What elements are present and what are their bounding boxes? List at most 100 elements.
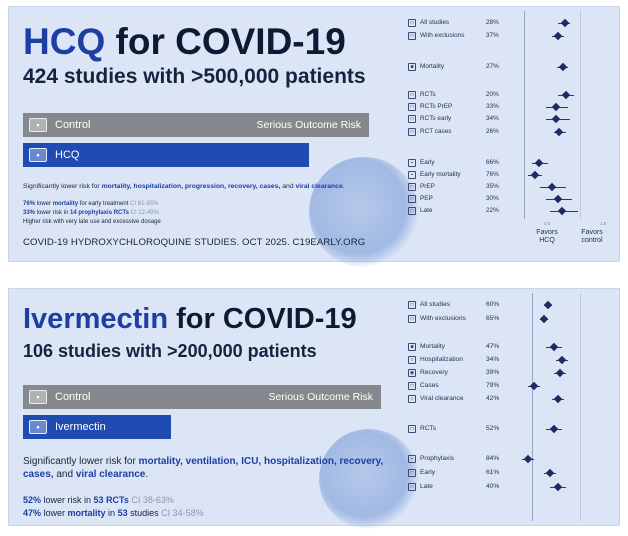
row-icon: ■ [408,343,416,351]
stat-line: 33% lower risk in 14 prophylaxis RCTs CI… [23,210,159,216]
row-percent: 60% [486,301,500,308]
risk-label: Serious Outcome Risk [256,119,361,131]
forest-row: □ Late 40% [408,482,618,493]
drug-label: HCQ [55,149,80,161]
forest-row: ◉ Recovery 39% [408,368,618,379]
effect-point [557,206,567,216]
forest-row: ○ Viral clearance 42% [408,394,618,405]
row-label: Prophylaxis [420,455,455,462]
stat-line: 47% lower mortality in 53 studies CI 34-… [23,508,204,518]
row-label: Early [420,159,435,166]
forest-row: ▪ Early 66% [408,158,618,169]
effect-point [547,182,557,192]
row-icon: □ [408,207,416,215]
row-label: Late [420,207,433,214]
row-percent: 33% [486,103,499,110]
row-percent: 79% [486,382,500,389]
row-icon: □ [408,315,416,323]
axis-tick: 0.5 [544,221,551,226]
row-percent: 28% [486,19,499,26]
row-icon: □ [408,469,416,477]
row-percent: 42% [486,395,500,402]
row-label: RCTs [420,425,437,432]
forest-row: □ RCTs PrEP 33% [408,102,618,113]
effect-point [549,342,559,352]
effect-point [555,368,565,378]
row-percent: 76% [486,171,499,178]
row-label: RCTs PrEP [420,103,453,110]
forest-row: □ PEP 30% [408,194,618,205]
axis-tick: 1.5 [600,221,607,226]
row-icon: ▪ [408,159,416,167]
control-icon: ▪ [29,118,47,132]
virus-graphic [319,429,419,529]
row-percent: 65% [486,315,500,322]
row-icon: □ [408,103,416,111]
row-percent: 84% [486,455,500,462]
forest-row: □ All studies 60% [408,300,618,311]
hcq-card: HCQ for COVID-19 424 studies with >500,0… [8,6,620,267]
stat-line: 52% lower risk in 53 RCTs CI 38-63% [23,495,174,505]
subtitle: 424 studies with >500,000 patients [23,65,366,88]
row-percent: 22% [486,207,499,214]
drug-icon: ▪ [29,420,47,434]
row-percent: 39% [486,369,500,376]
control-bar: ▪ Control Serious Outcome Risk [23,113,369,137]
forest-row: □ Cases 79% [408,381,618,392]
drug-bar: ▪ HCQ [23,143,309,167]
row-percent: 40% [486,483,500,490]
effect-point [529,381,539,391]
control-label: Control [55,391,91,403]
drug-icon: ▪ [29,148,47,162]
effect-point [553,394,563,404]
forest-row: ■ Mortality 47% [408,342,618,353]
forest-plot: □ All studies 60% □ With exclusions 65% ■ Morta… [404,289,621,525]
effect-point [553,31,563,41]
row-icon: □ [408,32,416,40]
drug-label: Ivermectin [55,421,106,433]
row-icon: □ [408,301,416,309]
forest-row: □ RCT cases 26% [408,127,618,138]
effect-point [539,314,549,324]
page-title: HCQ for COVID-19 [23,21,346,63]
grid-line [580,293,581,521]
title-rest: for COVID-19 [115,21,346,62]
row-label: Early [420,469,436,476]
virus-graphic [309,157,419,267]
row-label: Early mortality [420,171,461,178]
effect-point [534,158,544,168]
effect-point [557,355,567,365]
grid-line [580,11,581,219]
row-label: Viral clearance [420,395,464,402]
row-percent: 20% [486,91,499,98]
effect-point [549,424,559,434]
row-icon: □ [408,115,416,123]
effect-point [561,90,571,100]
favors-control-label: Favors control [581,229,603,244]
row-label: Cases [420,382,439,389]
row-label: PrEP [420,183,435,190]
ivermectin-card: Ivermectin for COVID-19 106 studies with… [8,288,621,529]
subtitle: 106 studies with >200,000 patients [23,341,317,361]
effect-point [543,300,553,310]
footer-text: COVID-19 HYDROXYCHLOROQUINE STUDIES. OCT… [23,237,366,248]
row-icon: □ [408,382,416,390]
row-icon: □ [408,91,416,99]
forest-row: □ With exclusions 37% [408,31,618,42]
forest-row: □ Late 22% [408,206,618,217]
row-label: RCTs [420,91,436,98]
null-line [532,293,533,521]
row-label: All studies [420,301,451,308]
row-label: Mortality [420,63,445,70]
forest-row: ▪ Prophylaxis 84% [408,454,618,465]
forest-row: □ All studies 28% [408,18,618,29]
row-icon: □ [408,128,416,136]
effect-point [530,170,540,180]
effect-point [545,468,555,478]
risk-label: Serious Outcome Risk [268,391,373,403]
row-percent: 66% [486,159,499,166]
row-label: Mortality [420,343,445,350]
control-label: Control [55,119,91,131]
control-bar: ▪ Control Serious Outcome Risk [23,385,381,409]
effect-point [551,102,561,112]
